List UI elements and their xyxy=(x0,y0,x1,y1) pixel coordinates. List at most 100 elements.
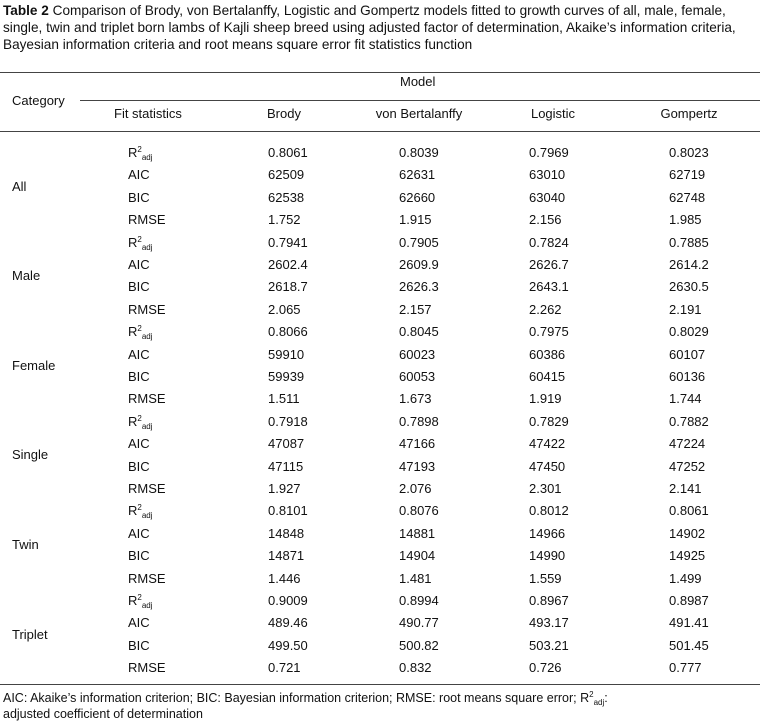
cell-value: 0.8061 xyxy=(268,145,308,160)
stat-base: R xyxy=(128,145,138,160)
fit-statistic: R2adj xyxy=(128,234,153,252)
cell-value: 0.8023 xyxy=(669,145,709,160)
fit-statistic: RMSE xyxy=(128,212,166,228)
fit-statistic: AIC xyxy=(128,257,150,272)
cell-value: 60386 xyxy=(529,346,566,362)
cell-value: 62538 xyxy=(268,189,305,205)
fit-statistic: BIC xyxy=(128,279,150,295)
cell-value: 489.46 xyxy=(268,615,308,631)
cell-value: 499.50 xyxy=(268,637,308,653)
header-model-name: von Bertalanffy xyxy=(375,106,463,121)
cell-value: 0.7975 xyxy=(529,324,569,340)
cell-value: 47224 xyxy=(669,436,706,452)
stat-sup: 2 xyxy=(137,593,142,602)
fit-statistic: BIC xyxy=(128,189,150,205)
cell-value: 0.7898 xyxy=(399,413,439,429)
cell-value: 0.7905 xyxy=(399,234,439,250)
fit-statistic: RMSE xyxy=(128,301,166,317)
header-model: Model xyxy=(400,74,436,89)
cell-value: 0.832 xyxy=(399,660,432,676)
cell-value: 2626.3 xyxy=(399,279,439,295)
cell-value: 2614.2 xyxy=(669,257,709,272)
header-category: Category xyxy=(12,93,65,108)
category-label: Male xyxy=(12,268,41,284)
header-fit-statistics: Fit statistics xyxy=(114,106,182,121)
stat-sub: adj xyxy=(141,601,153,610)
rule xyxy=(0,72,760,73)
cell-value: 63010 xyxy=(529,167,566,183)
cell-value: 59939 xyxy=(268,369,305,384)
cell-value: 47166 xyxy=(399,436,436,452)
category-label: All xyxy=(12,178,27,194)
cell-value: 62719 xyxy=(669,167,706,183)
cell-value: 47193 xyxy=(399,458,436,474)
cell-value: 0.7829 xyxy=(529,413,569,429)
cell-value: 2.157 xyxy=(399,301,432,317)
cell-value: 60023 xyxy=(399,346,436,362)
cell-value: 14925 xyxy=(669,548,706,564)
cell-value: 0.8012 xyxy=(529,503,569,519)
cell-value: 0.9009 xyxy=(268,593,308,608)
cell-value: 2.076 xyxy=(399,481,432,496)
cell-value: 2602.4 xyxy=(268,257,308,272)
cell-value: 2609.9 xyxy=(399,257,439,272)
footnote-sup: 2 xyxy=(589,690,594,699)
cell-value: 47450 xyxy=(529,458,566,474)
category-label: Single xyxy=(12,447,49,463)
cell-value: 0.721 xyxy=(268,660,301,676)
stat-sup: 2 xyxy=(137,413,142,423)
cell-value: 0.8029 xyxy=(669,324,709,340)
cell-value: 14966 xyxy=(529,525,566,541)
cell-value: 47115 xyxy=(268,458,304,474)
cell-value: 2626.7 xyxy=(529,257,569,272)
rule xyxy=(0,684,760,685)
stat-sup: 2 xyxy=(137,503,142,513)
cell-value: 60136 xyxy=(669,369,706,384)
header-model-name: Logistic xyxy=(530,106,576,121)
stat-sub: adj xyxy=(141,153,153,162)
cell-value: 1.919 xyxy=(529,391,562,407)
cell-value: 2618.7 xyxy=(268,279,308,295)
cell-value: 493.17 xyxy=(529,615,569,631)
footnote-sub: adj xyxy=(593,698,605,707)
cell-value: 2630.5 xyxy=(669,279,709,295)
fit-statistic: AIC xyxy=(128,615,150,631)
cell-value: 0.7941 xyxy=(268,234,308,250)
cell-value: 0.8039 xyxy=(399,145,439,160)
footnote: AIC: Akaike’s information criterion; BIC… xyxy=(3,690,643,722)
table-caption: Table 2 Comparison of Brody, von Bertala… xyxy=(3,2,755,53)
stat-sup: 2 xyxy=(137,234,142,244)
fit-statistic: RMSE xyxy=(128,660,166,676)
caption-label: Table 2 xyxy=(3,3,49,18)
fit-statistic: BIC xyxy=(128,548,150,564)
cell-value: 14881 xyxy=(399,525,436,541)
cell-value: 1.752 xyxy=(268,212,301,228)
cell-value: 62631 xyxy=(399,167,436,183)
fit-statistic: RMSE xyxy=(128,391,166,407)
cell-value: 63040 xyxy=(529,189,566,205)
cell-value: 0.8061 xyxy=(669,503,709,519)
fit-statistic: RMSE xyxy=(128,570,166,586)
cell-value: 0.7882 xyxy=(669,413,709,429)
cell-value: 14848 xyxy=(268,525,305,541)
cell-value: 2643.1 xyxy=(529,279,569,295)
cell-value: 2.262 xyxy=(529,301,562,317)
cell-value: 62660 xyxy=(399,189,436,205)
fit-statistic: AIC xyxy=(128,346,150,362)
stat-base: R xyxy=(128,234,138,250)
fit-statistic: R2adj xyxy=(128,145,153,162)
cell-value: 62748 xyxy=(669,189,706,205)
stat-sub: adj xyxy=(141,511,153,521)
fit-statistic: AIC xyxy=(128,167,150,183)
cell-value: 0.8987 xyxy=(669,593,709,608)
cell-value: 1.511 xyxy=(268,391,300,407)
rule xyxy=(0,131,760,132)
fit-statistic: BIC xyxy=(128,637,150,653)
category-label: Triplet xyxy=(12,626,48,642)
stat-base: R xyxy=(128,413,138,429)
stat-sup: 2 xyxy=(137,145,142,154)
footnote-text: : adjusted coefficient of determination xyxy=(3,691,608,721)
fit-statistic: BIC xyxy=(128,369,150,384)
cell-value: 0.8967 xyxy=(529,593,569,608)
